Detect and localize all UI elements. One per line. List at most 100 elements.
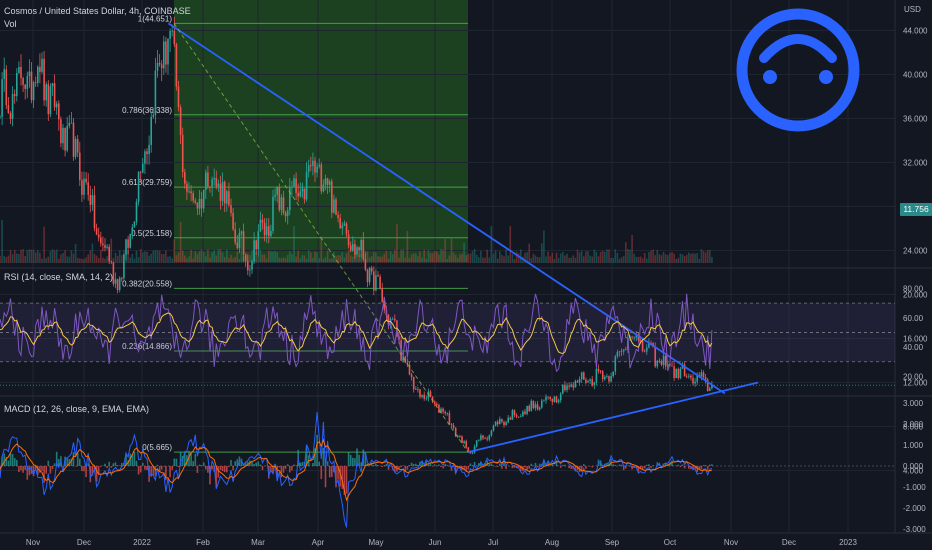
candle-body (557, 400, 560, 403)
rsi-label[interactable]: RSI (14, close, SMA, 14, 2) (4, 272, 114, 282)
macd-histogram-bar (125, 454, 127, 466)
volume-bar (160, 253, 163, 263)
candle-body (230, 205, 232, 213)
volume-bar (211, 252, 213, 263)
candle-body (152, 114, 155, 117)
trendline (167, 22, 726, 395)
volume-label[interactable]: Vol (4, 19, 17, 29)
volume-bar (104, 258, 106, 263)
volume-bar (91, 243, 94, 263)
macd-histogram-bar (652, 465, 654, 466)
macd-histogram-bar (299, 462, 302, 466)
volume-bar (110, 238, 113, 263)
candle-body (349, 245, 352, 251)
candle-body (679, 368, 682, 378)
volume-bar (589, 255, 591, 263)
candle-body (108, 246, 110, 262)
candle-body (93, 195, 96, 229)
macd-histogram-bar (505, 466, 507, 470)
macd-histogram-bar (347, 452, 350, 466)
volume-bar (100, 250, 102, 263)
macd-histogram-bar (26, 466, 29, 480)
volume-bar (427, 249, 430, 263)
candle-body (444, 411, 446, 414)
volume-bar (404, 257, 407, 263)
candle-body (278, 186, 281, 210)
macd-histogram-bar (133, 451, 136, 466)
volume-bar (49, 251, 52, 263)
macd-histogram-bar (480, 461, 482, 466)
volume-bar (534, 255, 537, 263)
candle-body (614, 356, 617, 372)
candle-body (526, 405, 528, 414)
volume-bar (360, 253, 362, 263)
candle-body (188, 191, 190, 193)
price-tick-label: 44.000 (903, 27, 928, 36)
macd-histogram-bar (524, 466, 526, 468)
macd-histogram-bar (326, 461, 329, 466)
candle-body (562, 384, 564, 394)
candle-body (125, 239, 127, 255)
candle-body (335, 199, 337, 216)
candle-body (301, 188, 304, 192)
volume-bar (524, 252, 526, 263)
volume-bar (97, 257, 100, 263)
candle-body (486, 438, 488, 440)
volume-bar (627, 249, 629, 263)
macd-histogram-bar (198, 464, 201, 466)
volume-bar (51, 249, 54, 263)
candle-body (440, 408, 442, 413)
volume-bar (526, 251, 528, 263)
volume-bar (398, 257, 400, 263)
volume-bar (648, 251, 650, 263)
volume-bar (0, 255, 1, 263)
volume-bar (249, 254, 251, 263)
candle-body (690, 375, 692, 378)
volume-bar (597, 256, 600, 263)
candle-body (660, 361, 663, 365)
macd-histogram-bar (39, 466, 41, 473)
macd-histogram-bar (205, 466, 207, 470)
candle-body (646, 347, 648, 352)
volume-bar (538, 257, 541, 263)
candle-body (503, 421, 505, 426)
candle-body (696, 374, 698, 382)
volume-bar (557, 257, 560, 263)
volume-bar (289, 251, 291, 263)
volume-bar (268, 250, 270, 263)
candle-body (179, 107, 182, 135)
macd-histogram-bar (377, 465, 379, 466)
candle-body (213, 177, 215, 180)
candle-body (326, 178, 329, 185)
volume-bar (152, 250, 155, 263)
macd-histogram-bar (606, 463, 608, 466)
volume-bar (345, 253, 348, 263)
volume-bar (410, 254, 413, 263)
volume-bar (13, 250, 16, 263)
volume-bar (217, 249, 220, 263)
volume-bar (419, 251, 421, 263)
candle-body (60, 119, 62, 144)
candle-body (606, 376, 608, 377)
candle-body (601, 371, 604, 380)
candle-body (9, 113, 12, 119)
candle-body (530, 400, 533, 411)
chart-symbol-title[interactable]: Cosmos / United States Dollar, 4h, COINB… (4, 6, 191, 16)
volume-bar (373, 251, 375, 263)
fib-zone-fill (174, 0, 468, 262)
macd-histogram-bar (11, 454, 14, 466)
macd-histogram-bar (694, 466, 696, 470)
candle-body (517, 416, 520, 418)
macd-histogram-bar (53, 463, 56, 466)
candle-body (100, 237, 102, 244)
volume-bar (223, 256, 226, 263)
candle-body (465, 441, 467, 448)
macd-label[interactable]: MACD (12, 26, close, 9, EMA, EMA) (4, 404, 150, 414)
macd-histogram-bar (356, 448, 358, 466)
volume-bar (463, 242, 465, 263)
candle-body (635, 335, 638, 338)
candle-body (570, 384, 572, 387)
candle-body (247, 260, 249, 271)
candle-body (24, 84, 26, 89)
